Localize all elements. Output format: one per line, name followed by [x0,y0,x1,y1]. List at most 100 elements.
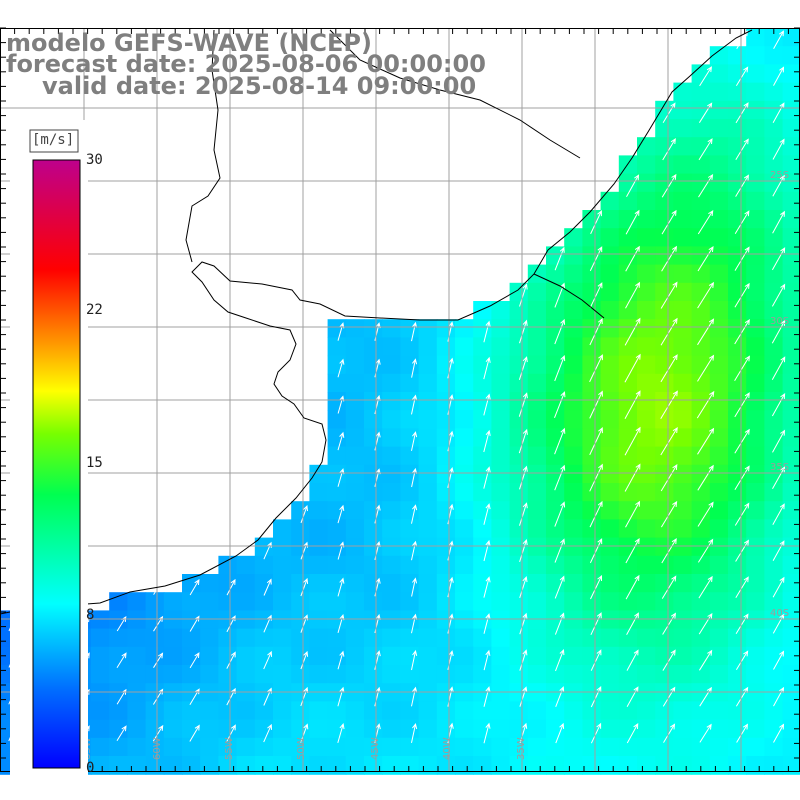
wind-speed-cell [309,628,329,648]
wind-speed-cell [600,719,620,739]
wind-speed-cell [546,519,565,539]
wind-speed-cell [455,446,474,466]
wind-speed-cell [673,228,693,247]
wind-speed-cell [491,483,511,502]
wind-speed-cell [637,610,656,630]
wind-speed-cell [127,719,147,739]
wind-speed-cell [527,428,547,448]
wind-speed-cell [546,301,565,320]
wind-speed-cell [327,737,347,757]
wind-arrow [696,390,715,419]
wind-speed-cell [436,646,456,666]
wind-speed-cell [182,665,201,684]
wind-speed-cell [618,446,638,466]
wind-speed-cell [309,646,329,666]
wind-arrow [589,500,603,528]
wind-speed-cell [382,501,401,520]
wind-arrow [337,686,345,707]
wind-speed-cell [782,46,800,65]
wind-arrow [736,723,748,743]
wind-arrow [590,210,602,235]
wind-speed-cell [527,519,547,539]
wind-speed-cell [127,701,147,721]
wind-arrow [519,319,528,344]
wind-speed-cell [527,592,547,611]
longitude-label: 60W [152,737,163,760]
wind-speed-cell [345,446,365,466]
wind-speed-cell [364,428,383,448]
wind-speed-cell [564,501,583,520]
wind-speed-cell [400,610,420,630]
wind-speed-cell [564,228,583,247]
wind-arrow [734,210,750,235]
wind-speed-cell [782,173,800,193]
wind-speed-cell [746,428,765,448]
wind-speed-cell [546,337,565,357]
wind-speed-cell [382,646,401,666]
wind-arrow [698,612,713,635]
wind-speed-cell [364,464,383,484]
wind-speed-cell [691,410,711,429]
wind-speed-cell [400,519,420,539]
wind-speed-cell [673,119,693,138]
wind-speed-cell [527,392,547,411]
wind-speed-cell [782,373,800,393]
wind-speed-cell [91,683,110,702]
wind-speed-cell [564,555,583,575]
wind-speed-cell [491,719,511,739]
wind-speed-cell [91,646,110,666]
wind-speed-cell [691,282,711,302]
wind-speed-cell [436,410,456,429]
wind-speed-cell [673,646,693,666]
colorbar-ramp [32,159,81,769]
wind-speed-cell [400,446,420,466]
wind-speed-cell [109,610,128,630]
wind-speed-cell [455,646,474,666]
wind-speed-cell [364,483,383,502]
wind-arrow [519,539,528,563]
wind-arrow [116,652,127,669]
wind-arrow [773,723,785,743]
wind-speed-cell [728,737,747,757]
wind-speed-cell [236,555,256,575]
wind-speed-cell [455,392,474,411]
wind-speed-cell [200,646,219,666]
wind-speed-cell [691,137,711,156]
wind-speed-cell [473,628,492,648]
wind-speed-cell [746,392,765,411]
wind-speed-cell [509,737,529,757]
wind-arrow [189,724,200,742]
wind-speed-cell [364,665,383,684]
wind-speed-cell [564,373,583,393]
wind-speed-cell [709,592,729,611]
wind-speed-cell [618,301,638,320]
wind-arrow [697,464,714,491]
wind-speed-cell [618,592,638,611]
wind-speed-cell [546,574,565,593]
wind-speed-cell [218,665,238,684]
latitude-label: 40S [770,608,789,619]
wind-speed-cell [709,373,729,393]
wind-speed-cell [564,392,583,411]
wind-speed-cell [582,410,602,429]
wind-speed-cell [764,392,784,411]
wind-arrow [697,538,714,563]
wind-speed-cell [546,665,565,684]
wind-speed-cell [436,665,456,684]
wind-speed-cell [655,428,674,448]
wind-arrow [152,724,164,742]
wind-speed-cell [709,82,729,102]
wind-speed-cell [455,592,474,611]
wind-speed-cell [473,592,492,611]
wind-speed-cell [418,574,438,593]
wind-speed-cell [291,628,310,648]
wind-speed-cell [418,665,438,684]
wind-speed-cell [345,719,365,739]
wind-speed-cell [364,337,383,357]
wind-speed-cell [728,719,747,739]
wind-speed-cell [491,537,511,557]
wind-speed-cell [618,628,638,648]
wind-speed-cell [655,555,674,575]
wind-speed-cell [673,756,693,775]
wind-arrow [518,356,528,380]
